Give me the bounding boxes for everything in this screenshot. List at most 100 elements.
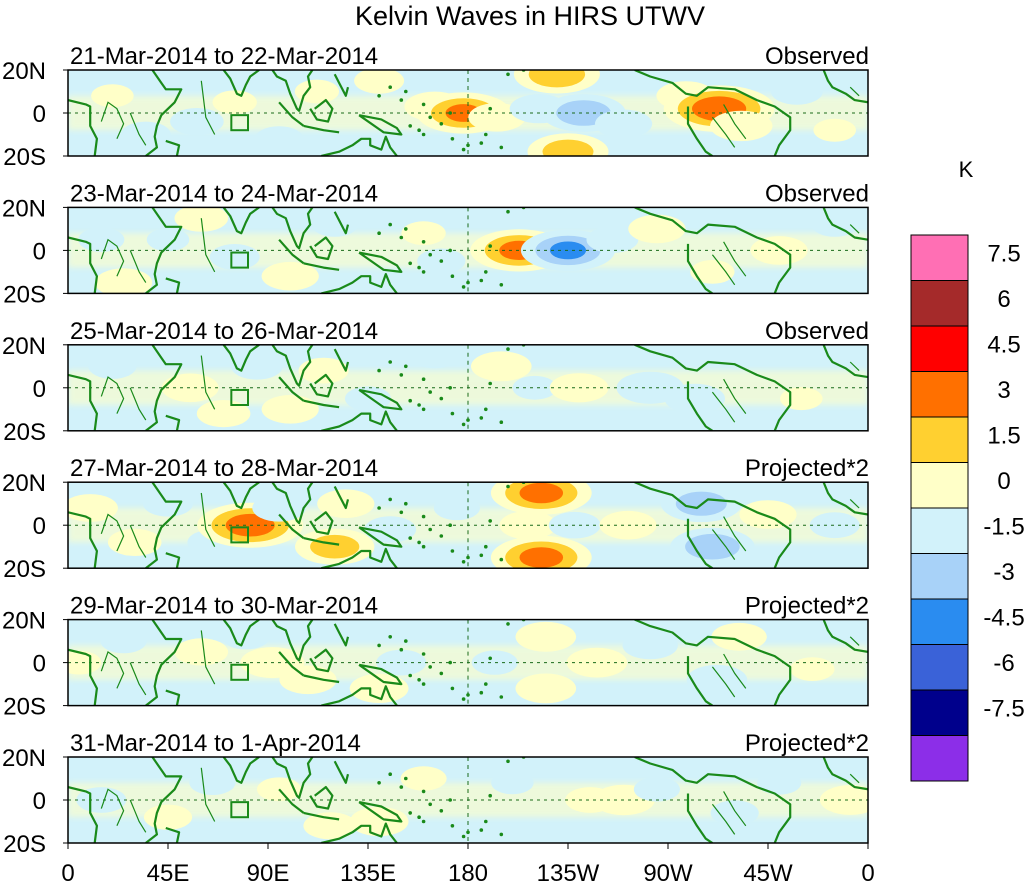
anomaly-contour xyxy=(252,494,306,522)
colorbar-level-label: -4.5 xyxy=(983,605,1024,632)
coastline xyxy=(822,757,868,791)
anomaly-8 xyxy=(401,221,446,246)
anomaly-6 xyxy=(252,494,306,522)
panel-5: 20N 0 20S 29-Mar-2014 to 30-Mar-2014 Project… xyxy=(2,593,869,721)
y-tick-label: 20S xyxy=(3,144,46,171)
anomaly-1 xyxy=(88,353,137,379)
island xyxy=(448,798,453,802)
island xyxy=(404,89,408,94)
anomaly-14 xyxy=(686,664,748,695)
panel-date-range: 27-Mar-2014 to 28-Mar-2014 xyxy=(70,455,378,482)
island xyxy=(377,94,381,98)
island xyxy=(421,407,426,412)
coastline xyxy=(165,414,181,431)
panel-2: 20N 0 20S 23-Mar-2014 to 24-Mar-2014 Observe… xyxy=(2,180,869,308)
anomaly-contour xyxy=(189,770,236,795)
island xyxy=(450,411,455,416)
island xyxy=(388,497,393,502)
island xyxy=(466,143,470,148)
island xyxy=(377,643,381,648)
anomaly-11 xyxy=(633,777,681,802)
island xyxy=(450,686,455,691)
map-overlay xyxy=(68,757,868,843)
anomaly-contour xyxy=(400,766,447,791)
coastline xyxy=(278,513,305,539)
anomaly-2 xyxy=(95,268,153,294)
anomaly-contour xyxy=(174,638,229,666)
coastline xyxy=(222,70,260,97)
country-border xyxy=(200,355,216,410)
anomaly-contour xyxy=(310,534,360,559)
island xyxy=(479,828,484,832)
country-border xyxy=(129,662,147,696)
island xyxy=(466,693,470,697)
anomaly-contour xyxy=(595,109,653,139)
coastline xyxy=(358,801,403,823)
x-tick-label: 90E xyxy=(247,860,290,887)
anomaly-contour xyxy=(515,673,577,704)
island xyxy=(408,398,413,403)
island xyxy=(404,501,408,506)
country-border xyxy=(200,80,216,135)
panel-date-range: 21-Mar-2014 to 22-Mar-2014 xyxy=(70,43,378,70)
anomaly-4 xyxy=(212,90,257,115)
island xyxy=(479,690,484,695)
anomaly-contour xyxy=(633,777,681,802)
anomaly-contour xyxy=(212,90,257,115)
island xyxy=(461,422,466,427)
colorbar-level-label: -6 xyxy=(993,650,1014,677)
island xyxy=(450,824,455,828)
coastline xyxy=(68,236,98,294)
colorbar-level-label: 3 xyxy=(997,377,1010,404)
anomaly-5 xyxy=(261,395,319,424)
anomaly-contour xyxy=(91,84,134,108)
coastline xyxy=(303,537,340,546)
anomaly-16 xyxy=(790,657,835,681)
island xyxy=(499,832,504,837)
panel-date-range: 29-Mar-2014 to 30-Mar-2014 xyxy=(70,593,378,620)
island xyxy=(484,819,488,824)
country-border xyxy=(100,650,125,689)
anomaly-10 xyxy=(433,495,480,521)
country-border xyxy=(129,799,147,833)
anomaly-contour xyxy=(410,344,459,369)
island xyxy=(450,137,455,141)
anomaly-contour xyxy=(519,482,564,504)
anomaly-12 xyxy=(710,800,759,826)
country-border xyxy=(849,361,860,372)
country-border xyxy=(711,666,736,698)
island xyxy=(428,665,433,669)
island xyxy=(404,364,408,369)
coastline xyxy=(634,207,792,294)
anomaly-19 xyxy=(809,512,860,539)
coastline xyxy=(358,251,403,273)
anomaly-5 xyxy=(303,812,358,840)
country-border xyxy=(200,630,216,685)
x-tick-label: 180 xyxy=(448,860,488,887)
island xyxy=(448,248,453,253)
island xyxy=(448,523,453,527)
anomaly-4 xyxy=(231,353,283,380)
coastline xyxy=(303,124,340,134)
coastline xyxy=(358,526,403,548)
island xyxy=(461,285,466,289)
coastline xyxy=(278,238,305,265)
map-overlay xyxy=(68,344,868,431)
island xyxy=(404,776,408,781)
island xyxy=(404,227,408,231)
coastline xyxy=(358,388,403,411)
anomaly-contour xyxy=(401,221,446,246)
anomaly-contour xyxy=(542,139,594,156)
anomaly-contour xyxy=(311,212,358,237)
island xyxy=(377,781,381,785)
anomaly-contour xyxy=(209,244,260,270)
coastline xyxy=(278,101,305,127)
anomaly-6 xyxy=(261,261,319,291)
coastline xyxy=(333,485,350,510)
coastline xyxy=(309,511,334,535)
coastline xyxy=(222,482,260,510)
anomaly-contour xyxy=(364,516,417,543)
coastline xyxy=(309,99,334,123)
island xyxy=(408,261,413,266)
y-tick-label: 20N xyxy=(2,333,46,360)
